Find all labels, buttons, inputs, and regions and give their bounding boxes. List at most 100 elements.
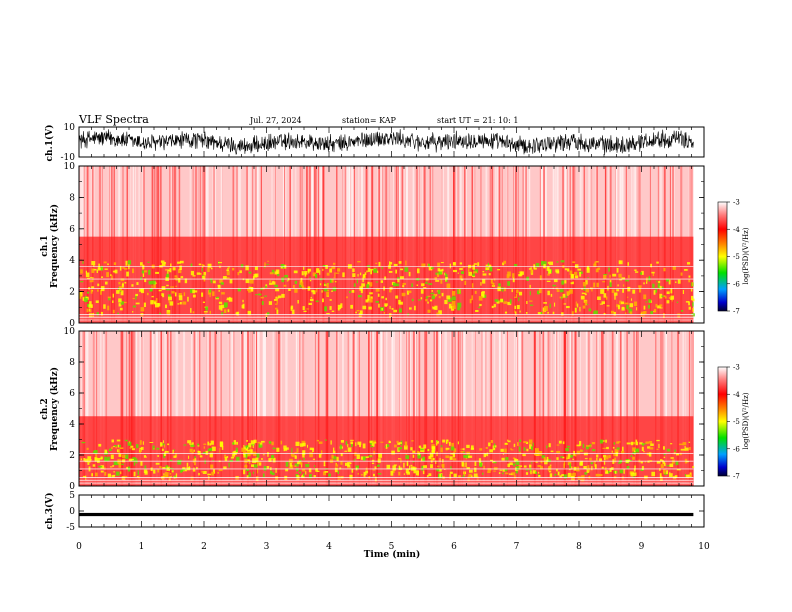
spec-patch — [296, 448, 299, 453]
spec-patch — [395, 269, 397, 274]
spec-patch — [519, 310, 521, 313]
spec-patch — [385, 444, 388, 449]
spec-patch — [614, 470, 617, 473]
spec-patch — [190, 444, 195, 447]
spec-patch — [515, 466, 520, 470]
spec-patch — [663, 295, 666, 297]
spec-patch — [179, 260, 184, 264]
spec-patch — [398, 447, 401, 451]
spec-patch — [163, 440, 164, 443]
spec-patch — [221, 292, 225, 295]
spec-patch — [272, 457, 276, 463]
spec-patch — [364, 272, 367, 275]
spec-patch — [80, 281, 84, 283]
spec-patch — [91, 286, 95, 289]
spec-patch — [399, 301, 403, 305]
spec-patch — [255, 294, 258, 296]
spec-patch — [170, 459, 173, 462]
spec-patch — [550, 293, 553, 297]
spec-patch — [243, 453, 246, 458]
spec-patch — [353, 283, 356, 287]
spec-patch — [179, 302, 182, 305]
spec-patch — [680, 448, 685, 451]
spec-patch — [463, 454, 468, 458]
spec-patch — [602, 281, 606, 283]
spec-patch — [370, 270, 372, 275]
spec-patch — [566, 291, 571, 295]
spec-patch — [350, 439, 354, 441]
spec-patch — [326, 313, 330, 315]
spec-patch — [161, 448, 164, 451]
spec-patch — [452, 458, 457, 461]
ytick-label: 8 — [69, 193, 75, 203]
spec-streak — [424, 331, 426, 486]
spec-patch — [485, 447, 488, 449]
spec-patch — [160, 443, 165, 446]
spec-streak — [84, 331, 86, 486]
spec-patch — [503, 453, 504, 455]
spec-patch — [377, 473, 382, 475]
spec-patch — [356, 279, 358, 284]
spec-patch — [430, 464, 433, 468]
spec-patch — [98, 465, 103, 468]
spec-patch — [543, 457, 547, 463]
spec-patch — [184, 278, 188, 284]
spec-patch — [473, 473, 478, 478]
spec-streak — [208, 331, 210, 486]
spec-patch — [630, 455, 633, 457]
spec-patch — [86, 277, 91, 279]
spec-patch — [436, 468, 440, 472]
spec-streak — [167, 331, 169, 486]
spec-patch — [257, 461, 259, 467]
spec-patch — [446, 295, 451, 300]
spec-patch — [124, 268, 128, 270]
spec-patch — [570, 454, 573, 458]
spec-streak — [493, 331, 496, 486]
spec-patch — [656, 261, 659, 264]
spec-patch — [635, 441, 638, 446]
spec-patch — [146, 292, 149, 296]
spec-patch — [593, 311, 595, 316]
spec-patch — [501, 457, 505, 461]
spec-patch — [221, 446, 224, 450]
spec-patch — [351, 444, 353, 447]
spec-streak — [141, 331, 143, 486]
spec-patch — [507, 281, 510, 286]
spec-patch — [412, 450, 416, 453]
spec-patch — [609, 282, 612, 287]
spec-patch — [252, 458, 256, 463]
spec-streak — [693, 331, 694, 486]
spec-patch — [271, 454, 275, 459]
spec-patch — [391, 308, 394, 310]
spec-patch — [522, 454, 526, 457]
spec-patch — [203, 264, 205, 266]
spec-patch — [416, 284, 418, 286]
spec-patch — [412, 454, 415, 458]
spec-patch — [169, 473, 172, 475]
spec-patch — [450, 466, 452, 470]
spec-patch — [340, 303, 343, 308]
spec-patch — [428, 456, 432, 459]
spec-patch — [128, 440, 130, 444]
spec-streak — [251, 331, 253, 486]
spec-patch — [161, 262, 166, 266]
spec-streak — [485, 331, 487, 486]
spec-patch — [171, 291, 175, 294]
spec-patch — [505, 472, 509, 475]
spec-patch — [304, 271, 308, 275]
spec-streak — [219, 331, 221, 486]
colorbar-ticks: -3-4-5-6-7-3-4-5-6-7 — [727, 199, 740, 481]
spec-patch — [590, 444, 592, 447]
spec-patch — [445, 277, 449, 280]
ytick-label: 6 — [69, 225, 75, 235]
spec-patch — [680, 272, 683, 276]
spec-streak — [660, 331, 662, 486]
spec-patch — [640, 272, 642, 275]
spec-patch — [207, 473, 211, 476]
spec-patch — [558, 440, 562, 444]
spec-streak — [637, 331, 640, 486]
spec-patch — [355, 311, 357, 314]
spec-patch — [460, 448, 463, 450]
spec-patch — [589, 457, 592, 461]
